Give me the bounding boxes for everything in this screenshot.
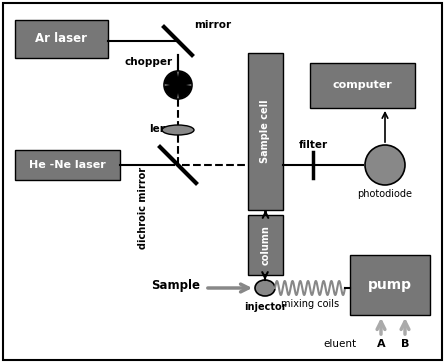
Bar: [15, 20, 108, 58]
Polygon shape: [165, 72, 178, 85]
Bar: [15, 150, 120, 180]
Text: mixing coils: mixing coils: [281, 299, 339, 309]
Polygon shape: [178, 85, 191, 98]
Polygon shape: [165, 85, 178, 98]
Text: dichroic mirror: dichroic mirror: [138, 167, 148, 249]
Text: column: column: [260, 225, 271, 265]
Text: Sample cell: Sample cell: [260, 100, 271, 163]
Ellipse shape: [162, 125, 194, 135]
Text: lens: lens: [149, 124, 173, 134]
Circle shape: [365, 145, 405, 185]
Text: Sample: Sample: [151, 280, 200, 293]
Bar: [248, 53, 283, 210]
Text: photodiode: photodiode: [357, 189, 413, 199]
Text: filter: filter: [299, 140, 328, 150]
Text: injector: injector: [244, 302, 286, 312]
Text: eluent: eluent: [324, 339, 356, 349]
Text: mirror: mirror: [194, 20, 231, 30]
Text: Ar laser: Ar laser: [35, 33, 87, 45]
Polygon shape: [178, 72, 191, 85]
Text: pump: pump: [368, 278, 412, 292]
Text: He -Ne laser: He -Ne laser: [28, 160, 105, 170]
Ellipse shape: [255, 280, 275, 296]
Text: chopper: chopper: [125, 57, 173, 67]
Text: B: B: [401, 339, 409, 349]
Text: computer: computer: [332, 81, 392, 90]
Bar: [248, 215, 283, 275]
Bar: [310, 63, 415, 108]
Circle shape: [164, 71, 192, 99]
Bar: [350, 255, 430, 315]
Text: A: A: [376, 339, 385, 349]
Circle shape: [175, 82, 181, 87]
